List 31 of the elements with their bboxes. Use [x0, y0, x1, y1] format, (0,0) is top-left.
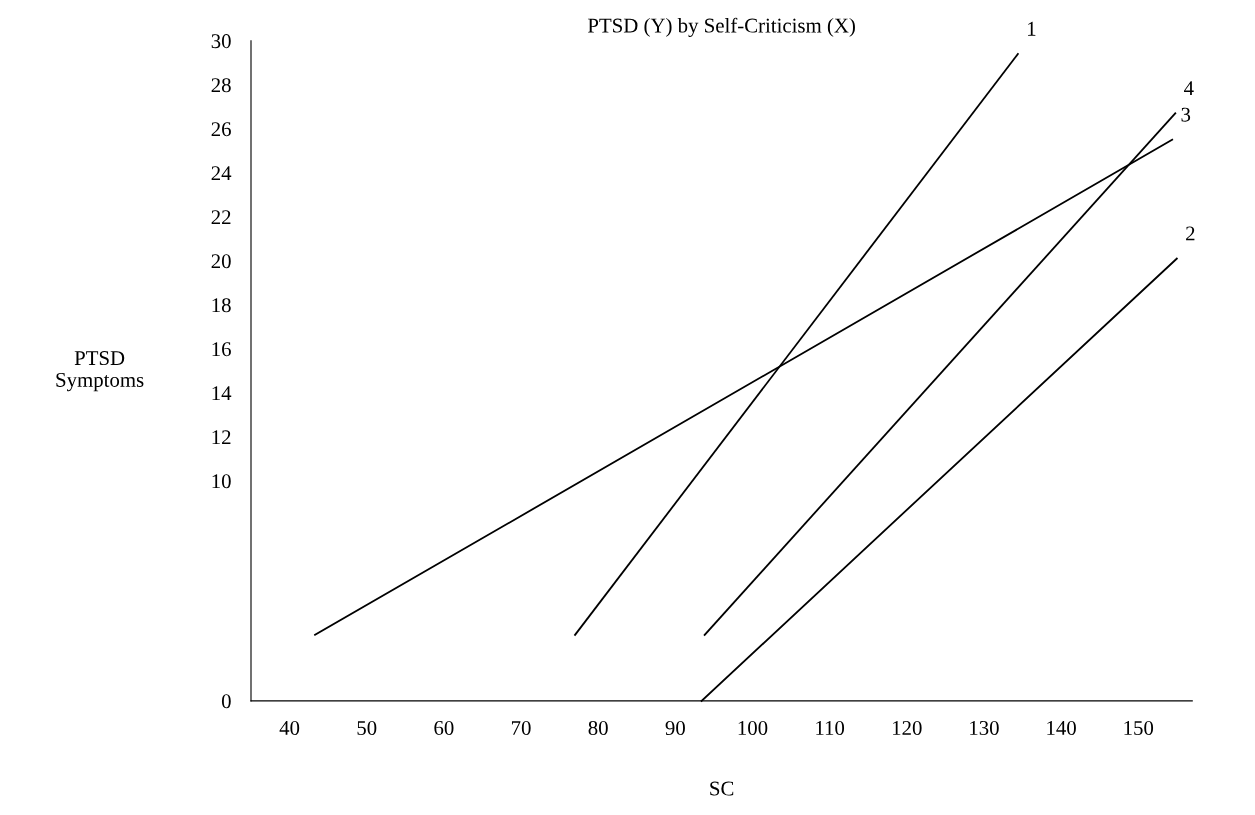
x-tick-label: 150: [1124, 720, 1154, 736]
y-tick-label: 30: [211, 34, 231, 49]
y-tick-label: 22: [211, 210, 231, 225]
x-tick-label: 100: [738, 720, 768, 736]
y-axis-title: PTSD Symptoms: [56, 351, 144, 392]
x-tick-label: 80: [588, 720, 608, 736]
series-label: 1: [1028, 21, 1036, 36]
series-label: 3: [1181, 107, 1191, 122]
x-axis-title: SC: [710, 781, 734, 796]
y-tick-label: 28: [211, 78, 231, 93]
x-tick-label: 120: [893, 720, 922, 736]
y-tick-label: 14: [212, 386, 232, 401]
series-label: 4: [1184, 81, 1194, 96]
y-tick-label: 26: [211, 122, 231, 137]
chart-title: PTSD (Y) by Self-Criticism (X): [587, 17, 855, 37]
x-tick-label: 60: [434, 720, 454, 736]
x-tick-label: 70: [511, 720, 531, 736]
x-tick-label: 50: [357, 720, 377, 736]
y-tick-label: 18: [212, 298, 231, 313]
y-tick-label: 20: [211, 254, 231, 269]
x-tick-label: 90: [665, 720, 685, 736]
x-tick-label: 110: [816, 720, 845, 736]
series-label: 2: [1186, 226, 1195, 241]
x-tick-label: 140: [1047, 720, 1076, 736]
x-tick-label: 130: [970, 720, 999, 736]
y-tick-label: 24: [211, 166, 232, 181]
x-tick-label: 40: [279, 720, 300, 736]
y-tick-label: 12: [212, 430, 231, 445]
y-tick-label: 10: [212, 474, 231, 489]
y-tick-label: 0: [221, 694, 231, 709]
y-tick-label: 16: [212, 342, 231, 357]
